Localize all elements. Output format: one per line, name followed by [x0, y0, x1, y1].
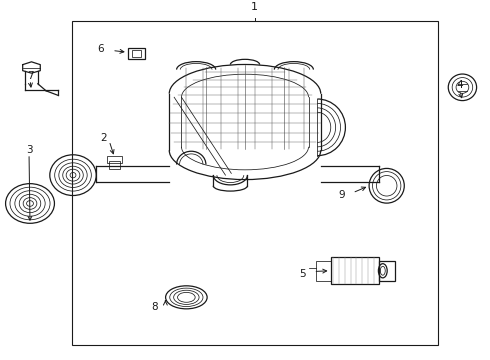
Bar — [132, 50, 142, 57]
Bar — [331, 257, 379, 284]
Text: 6: 6 — [98, 44, 104, 54]
Bar — [128, 48, 146, 59]
Text: 2: 2 — [100, 133, 107, 143]
Bar — [72, 21, 438, 345]
Bar — [109, 161, 121, 169]
Text: 4: 4 — [457, 80, 464, 90]
Text: 1: 1 — [251, 2, 258, 12]
Text: 5: 5 — [299, 269, 306, 279]
Text: 8: 8 — [151, 302, 157, 312]
Bar — [379, 261, 395, 281]
Text: 9: 9 — [339, 190, 345, 200]
Bar — [316, 261, 331, 281]
Text: 7: 7 — [26, 71, 33, 81]
Text: 3: 3 — [25, 145, 32, 155]
Bar — [107, 156, 122, 163]
